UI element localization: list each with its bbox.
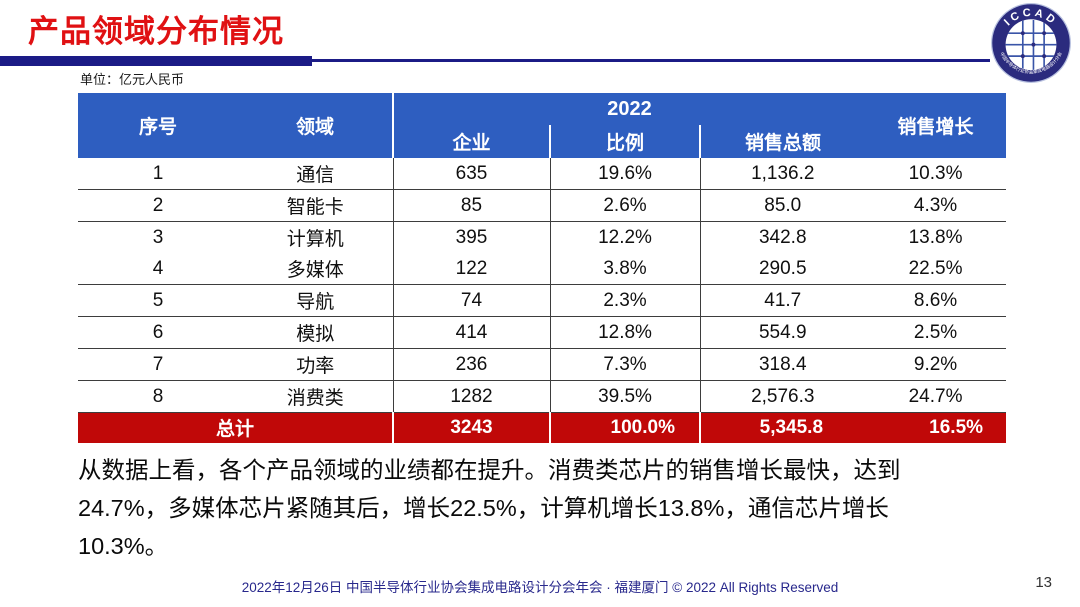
cell-domain: 导航 [296, 292, 335, 313]
header-col-no: 序号 [78, 93, 238, 158]
table-row: 1 通信 635 19.6% 1,136.2 10.3% [78, 158, 1007, 190]
cell-domain: 智能卡 [286, 197, 344, 218]
header-col-sales: 销售总额 [698, 125, 866, 158]
cell-growth: 13.8% [908, 226, 963, 248]
cell-domain: 功率 [296, 356, 335, 377]
cell-sales: 85.0 [699, 189, 866, 222]
footer-text: 2022年12月26日 中国半导体行业协会集成电路设计分会年会 · 福建厦门 ©… [241, 580, 839, 595]
table-row: 6 模拟 414 12.8% 554.9 2.5% [78, 316, 1007, 349]
total-label: 总计 [215, 419, 254, 441]
header-col-domain: 领域 [238, 93, 393, 158]
cell-no: 1 [152, 162, 164, 184]
cell-companies: 635 [392, 158, 550, 190]
cell-companies: 414 [392, 316, 550, 349]
cell-companies: 122 [392, 253, 550, 285]
cell-companies: 1282 [392, 380, 550, 413]
cell-domain: 通信 [296, 165, 335, 186]
table-row: 8 消费类 1282 39.5% 2,576.3 24.7% [78, 380, 1007, 413]
table-body: 1 通信 635 19.6% 1,136.2 10.3% 2 智能卡 85 2.6% 85.0 4.3… [78, 158, 1007, 413]
page-number: 13 [1035, 574, 1052, 591]
cell-ratio: 3.8% [549, 253, 700, 285]
cell-no: 5 [152, 289, 164, 311]
cell-growth: 22.5% [908, 257, 963, 279]
cell-companies: 236 [392, 348, 550, 381]
iccad-logo-icon: ICCAD 中国半导体行业协会集成电路设计分会 [991, 3, 1071, 83]
analysis-line: 10.3%。 [78, 533, 169, 559]
page-title: 产品领域分布情况 [28, 14, 284, 49]
header-col-ratio: 比例 [549, 125, 700, 158]
table-row: 4 多媒体 122 3.8% 290.5 22.5% [78, 253, 1007, 285]
cell-growth: 24.7% [908, 385, 963, 407]
cell-no: 6 [152, 321, 164, 343]
cell-ratio: 2.6% [549, 189, 700, 222]
analysis-paragraph: 从数据上看，各个产品领域的业绩都在提升。消费类芯片的销售增长最快，达到 24.7… [78, 451, 1028, 565]
unit-label: 单位：亿元人民币 [80, 72, 185, 87]
cell-sales: 290.5 [699, 253, 866, 285]
product-domain-table: 序号 领域 2022 销售增长 企业 比例 销售总额 1 通信 635 19.6% 1,… [78, 93, 1007, 443]
table-row: 7 功率 236 7.3% 318.4 9.2% [78, 348, 1007, 381]
total-row: 总计 3243 100.0% 5,345.8 16.5% [78, 412, 1007, 443]
cell-domain: 消费类 [286, 388, 344, 409]
cell-growth: 2.5% [913, 321, 958, 343]
cell-no: 4 [152, 257, 164, 279]
cell-domain: 多媒体 [286, 260, 344, 281]
cell-sales: 41.7 [699, 284, 866, 317]
cell-growth: 10.3% [908, 162, 963, 184]
cell-domain: 模拟 [296, 324, 335, 345]
cell-ratio: 12.8% [549, 316, 700, 349]
analysis-line: 从数据上看，各个产品领域的业绩都在提升。消费类芯片的销售增长最快，达到 [78, 457, 901, 483]
table-row: 5 导航 74 2.3% 41.7 8.6% [78, 284, 1007, 317]
total-ratio: 100.0% [549, 412, 700, 443]
title-underline-thin [312, 59, 990, 62]
table-row: 2 智能卡 85 2.6% 85.0 4.3% [78, 189, 1007, 222]
cell-sales: 2,576.3 [699, 380, 866, 413]
cell-domain: 计算机 [286, 229, 344, 250]
cell-ratio: 12.2% [549, 221, 700, 253]
cell-ratio: 39.5% [549, 380, 700, 413]
cell-no: 7 [152, 353, 164, 375]
total-companies: 3243 [392, 412, 550, 443]
cell-growth: 8.6% [913, 289, 958, 311]
cell-companies: 74 [392, 284, 550, 317]
cell-growth: 9.2% [913, 353, 958, 375]
table-header: 序号 领域 2022 销售增长 企业 比例 销售总额 [78, 93, 1007, 158]
cell-sales: 318.4 [699, 348, 866, 381]
cell-ratio: 19.6% [549, 158, 700, 190]
cell-growth: 4.3% [913, 194, 958, 216]
cell-ratio: 7.3% [549, 348, 700, 381]
cell-companies: 395 [392, 221, 550, 253]
total-growth: 16.5% [929, 416, 984, 438]
title-underline-thick [0, 56, 312, 66]
cell-sales: 554.9 [699, 316, 866, 349]
analysis-line: 24.7%，多媒体芯片紧随其后，增长22.5%，计算机增长13.8%，通信芯片增… [78, 495, 889, 521]
header-col-companies: 企业 [392, 125, 550, 158]
total-sales: 5,345.8 [698, 412, 866, 443]
table-row: 3 计算机 395 12.2% 342.8 13.8% [78, 221, 1006, 253]
cell-sales: 342.8 [699, 221, 866, 253]
cell-sales: 1,136.2 [699, 158, 866, 190]
cell-companies: 85 [392, 189, 550, 222]
cell-ratio: 2.3% [549, 284, 700, 317]
cell-no: 2 [152, 194, 164, 216]
cell-no: 3 [152, 226, 164, 248]
cell-no: 8 [152, 385, 164, 407]
header-col-growth: 销售增长 [865, 93, 1007, 158]
header-col-year: 2022 [391, 93, 866, 125]
